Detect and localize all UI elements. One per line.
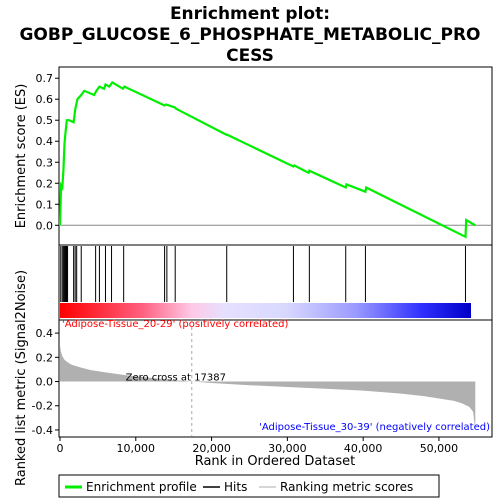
es-y-tick-label: 0.6 [36,93,54,106]
metric-y-tick-label: -0.4 [32,424,53,437]
legend-hits-label: Hits [224,480,247,494]
es-y-tick-label: 0.7 [36,72,54,85]
es-y-tick-label: 0.4 [36,135,54,148]
x-tick-label: 30,000 [268,442,307,455]
metric-y-tick-label: -0.2 [32,400,53,413]
es-y-axis-ticks: 0.0 0.1 0.2 0.3 0.4 0.5 0.6 0.7 [36,72,59,232]
ranking-metric-area [60,345,476,430]
metric-y-axis-ticks: -0.4 -0.2 0.0 0.2 0.4 [32,327,59,437]
es-y-tick-label: 0.0 [36,219,54,232]
legend-enrichment-label: Enrichment profile [86,480,197,494]
chart-title-line-1: Enrichment plot: [170,4,330,24]
x-tick-label: 20,000 [192,442,231,455]
x-axis-ticks: 0 10,000 20,000 30,000 40,000 50,000 [57,437,459,455]
legend [58,474,440,498]
x-tick-label: 50,000 [420,442,459,455]
x-tick-label: 10,000 [117,442,156,455]
metric-y-tick-label: 0.2 [36,351,54,364]
zero-cross-label: Zero cross at 17387 [126,373,226,384]
metric-y-tick-label: 0.0 [36,376,54,389]
es-y-tick-label: 0.2 [36,177,54,190]
es-y-tick-label: 0.3 [36,156,54,169]
legend-metric-label: Ranking metric scores [280,480,413,494]
rank-color-bar [60,303,471,318]
chart-title-line-2: GOBP_GLUCOSE_6_PHOSPHATE_METABOLIC_PRO [19,25,480,45]
x-axis-label: Rank in Ordered Dataset [195,454,356,469]
negative-phenotype-label: 'Adipose-Tissue_30-39' (negatively corre… [259,422,490,433]
positive-phenotype-label: 'Adipose-Tissue_20-29' (positively corre… [62,319,288,330]
metric-y-tick-label: 0.4 [36,327,54,340]
x-tick-label: 40,000 [344,442,383,455]
x-tick-label: 0 [57,442,64,455]
hits-marks [60,246,466,302]
metric-y-axis-label: Ranked list metric (Signal2Noise) [14,270,29,486]
es-y-tick-label: 0.1 [36,198,54,211]
enrichment-profile-line [58,80,476,239]
es-y-tick-label: 0.5 [36,114,54,127]
chart-title-line-3: CESS [226,46,274,66]
es-y-axis-label: Enrichment score (ES) [14,84,29,229]
